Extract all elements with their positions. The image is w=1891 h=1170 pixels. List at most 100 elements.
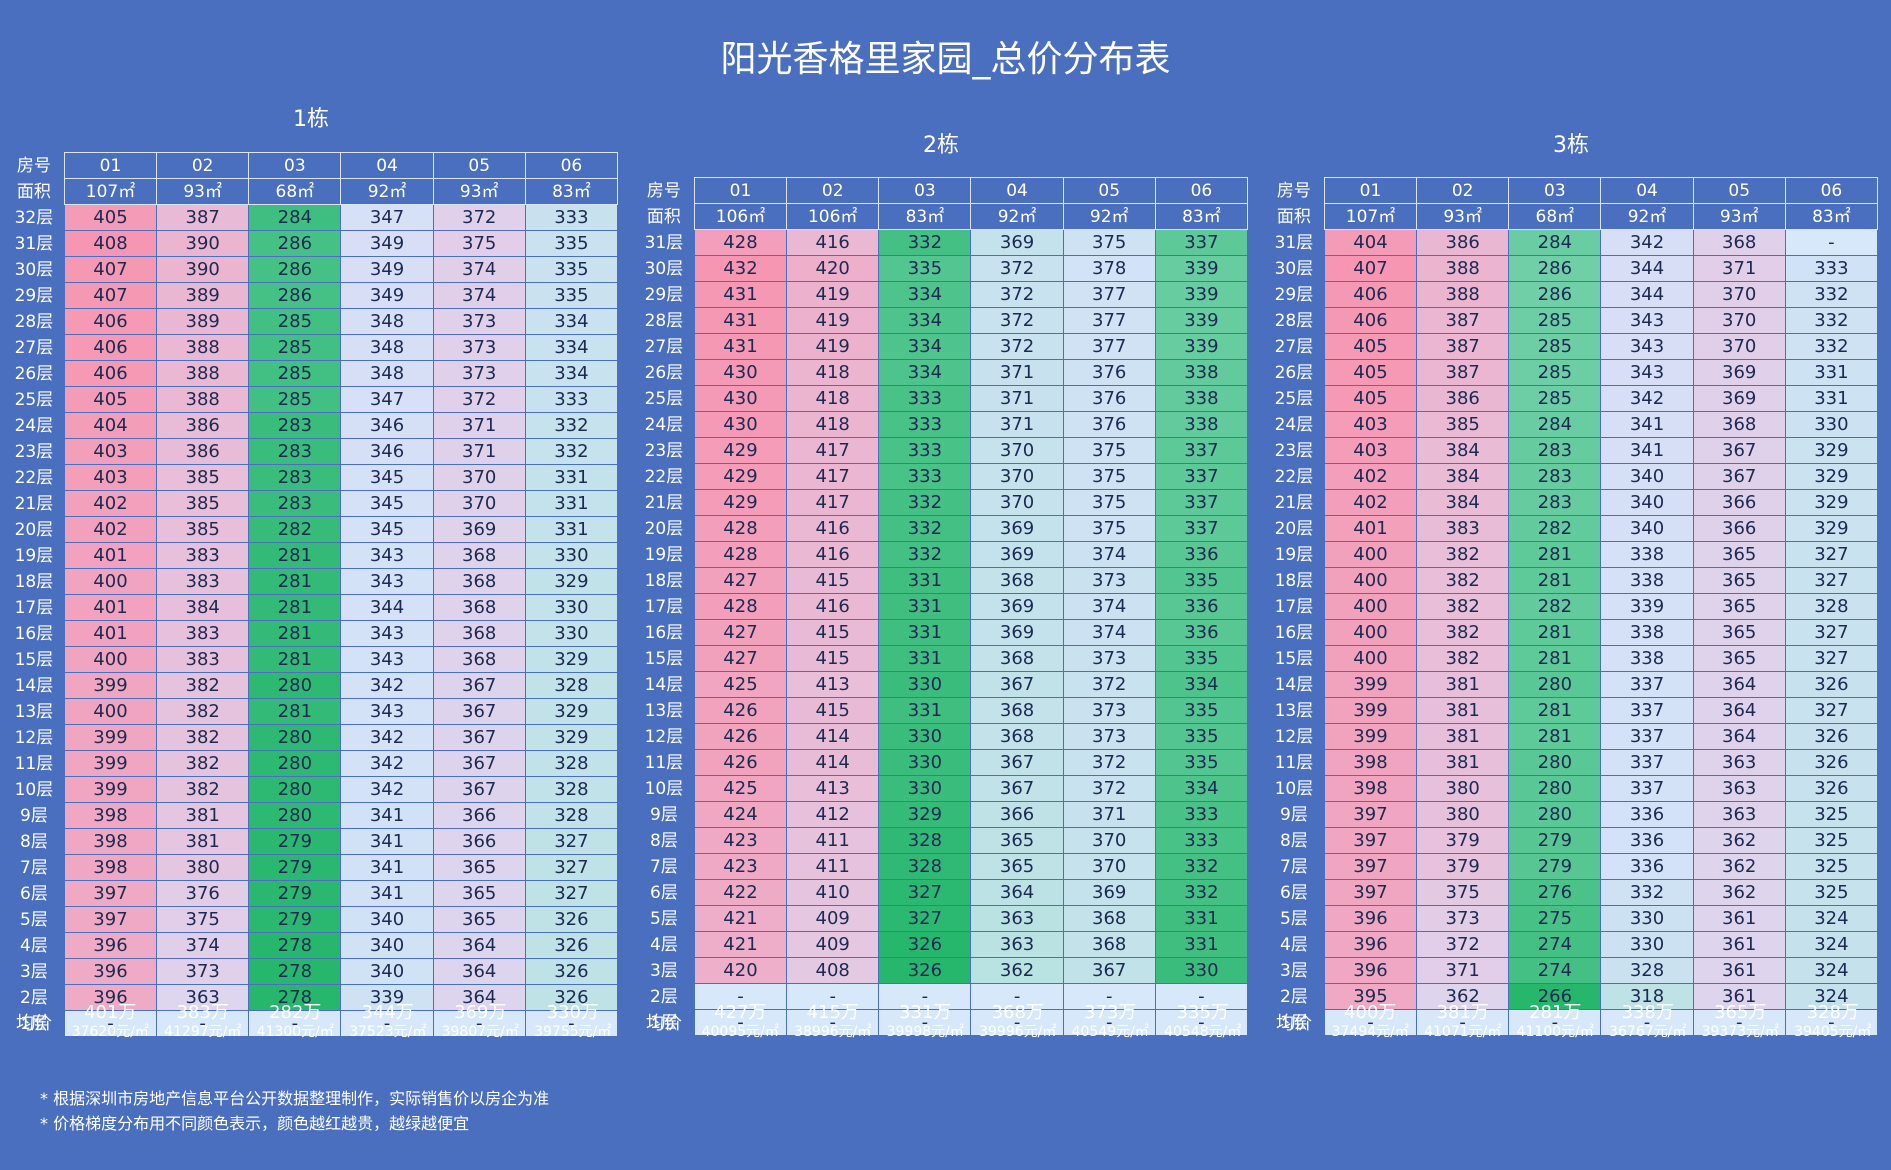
- price-cell: -: [156, 1010, 250, 1037]
- price-cell: 340: [1600, 489, 1694, 516]
- price-cell: 274: [1508, 931, 1602, 958]
- price-cell: 279: [248, 880, 342, 907]
- price-cell: 326: [878, 931, 972, 958]
- price-cell: 335: [1154, 645, 1249, 672]
- price-cell: 324: [1784, 931, 1879, 958]
- price-cell: 345: [340, 490, 434, 517]
- price-cell: 342: [340, 750, 434, 777]
- price-cell: 335: [1154, 567, 1249, 594]
- floor-label: 25层: [14, 389, 54, 410]
- average-row: 均价 427万 40095元/㎡ 415万 38996元/㎡ 331万 39998元/㎡ 36…: [634, 1002, 1249, 1040]
- price-cell: 365: [1692, 645, 1786, 672]
- price-cell: 370: [1062, 853, 1156, 880]
- price-cell: 423: [693, 827, 788, 854]
- unit-area: 93㎡: [1692, 203, 1786, 230]
- floor-label: 31层: [1274, 232, 1314, 253]
- floor-label: 30层: [14, 259, 54, 280]
- price-cell: 389: [156, 282, 250, 309]
- price-cell: 428: [693, 229, 788, 256]
- price-cell: 399: [1323, 697, 1418, 724]
- price-cell: 278: [248, 932, 342, 959]
- price-cell: 405: [1323, 333, 1418, 360]
- average-unit-price: 38996元/㎡: [794, 1024, 872, 1040]
- floor-row: 24层 404 386 283 346 371 332: [4, 412, 619, 439]
- average-unit-price: 39807元/㎡: [441, 1024, 519, 1040]
- floor-row: 21层 429 417 332 370 375 337: [634, 489, 1249, 516]
- price-cell: 374: [1062, 593, 1156, 620]
- price-cell: 372: [970, 333, 1064, 360]
- price-cell: 363: [1692, 775, 1786, 802]
- floor-row: 28层 431 419 334 372 377 339: [634, 307, 1249, 334]
- price-cell: 328: [1784, 593, 1879, 620]
- floor-label: 28层: [14, 311, 54, 332]
- room-number-row: 房号 01 02 03 04 05 06: [634, 177, 1249, 204]
- price-cell: 280: [1508, 775, 1602, 802]
- floor-row: 16层 401 383 281 343 368 330: [4, 620, 619, 647]
- average-unit-price: 39755元/㎡: [534, 1024, 612, 1040]
- price-cell: 343: [340, 620, 434, 647]
- average-cell: 401万 37620元/㎡: [64, 1002, 157, 1040]
- price-cell: 418: [786, 385, 880, 412]
- average-total: 383万: [176, 1002, 229, 1023]
- floor-label: 31层: [14, 233, 54, 254]
- floor-row: 20层 401 383 282 340 366 329: [1264, 515, 1879, 542]
- floor-row: 13层 426 415 331 368 373 335: [634, 697, 1249, 724]
- average-unit-price: 41100元/㎡: [1516, 1024, 1594, 1040]
- area-row: 面积 107㎡ 93㎡ 68㎡ 92㎡ 93㎡ 83㎡: [1264, 203, 1879, 230]
- average-unit-price: 39405元/㎡: [1794, 1024, 1872, 1040]
- price-cell: 369: [1692, 385, 1786, 412]
- price-cell: 318: [1600, 983, 1694, 1010]
- average-cell: 331万 39998元/㎡: [879, 1002, 972, 1040]
- price-cell: 400: [63, 646, 158, 673]
- price-cell: 281: [1508, 697, 1602, 724]
- floor-label: 12层: [1274, 726, 1314, 747]
- price-cell: 372: [1062, 749, 1156, 776]
- floor-row: 3层 420 408 326 362 367 330: [634, 957, 1249, 984]
- price-cell: 336: [1600, 853, 1694, 880]
- price-cell: 363: [1692, 749, 1786, 776]
- floor-label: 26层: [1274, 362, 1314, 383]
- price-cell: 334: [524, 334, 619, 361]
- price-cell: 339: [1600, 593, 1694, 620]
- price-cell: 372: [1416, 931, 1510, 958]
- price-cell: 365: [1692, 619, 1786, 646]
- price-cell: 278: [248, 958, 342, 985]
- price-cell: 330: [524, 542, 619, 569]
- price-cell: 283: [1508, 437, 1602, 464]
- price-cell: 361: [1692, 905, 1786, 932]
- price-cell: 416: [786, 229, 880, 256]
- price-cell: -: [63, 1010, 158, 1037]
- unit-header: 03: [1508, 177, 1602, 204]
- price-cell: 332: [524, 412, 619, 439]
- price-cell: 337: [1600, 749, 1694, 776]
- floor-row: 29层 406 388 286 344 370 332: [1264, 281, 1879, 308]
- price-cell: 401: [63, 620, 158, 647]
- building-1-panel: 1栋 房号 01 02 03 04 05 06 面积 107㎡ 93㎡ 68㎡ 92㎡ 93㎡ 83㎡ 32…: [4, 104, 619, 1054]
- price-cell: 405: [63, 204, 158, 231]
- price-cell: 413: [786, 671, 880, 698]
- price-cell: 325: [1784, 879, 1879, 906]
- unit-area: 68㎡: [248, 178, 342, 205]
- price-cell: 382: [1416, 541, 1510, 568]
- price-cell: 370: [432, 464, 526, 491]
- floor-label: 18层: [1274, 570, 1314, 591]
- row-label: 房号: [1276, 180, 1311, 201]
- unit-header: 01: [63, 152, 158, 179]
- price-cell: 406: [63, 360, 158, 387]
- average-total: 331万: [899, 1002, 952, 1023]
- price-cell: 373: [1062, 697, 1156, 724]
- price-cell: 276: [1508, 879, 1602, 906]
- price-cell: 329: [878, 801, 972, 828]
- floor-row: 24层 403 385 284 341 368 330: [1264, 411, 1879, 438]
- floor-row: 31层 408 390 286 349 375 335: [4, 230, 619, 257]
- floor-label: 9层: [1280, 804, 1308, 825]
- price-cell: 371: [970, 385, 1064, 412]
- price-cell: 332: [1784, 307, 1879, 334]
- price-cell: 340: [340, 906, 434, 933]
- price-cell: 364: [1692, 697, 1786, 724]
- price-cell: 324: [1784, 905, 1879, 932]
- floor-label: 1层: [20, 1013, 48, 1034]
- unit-header: 01: [693, 177, 788, 204]
- floor-row: 17层 401 384 281 344 368 330: [4, 594, 619, 621]
- price-cell: 414: [786, 749, 880, 776]
